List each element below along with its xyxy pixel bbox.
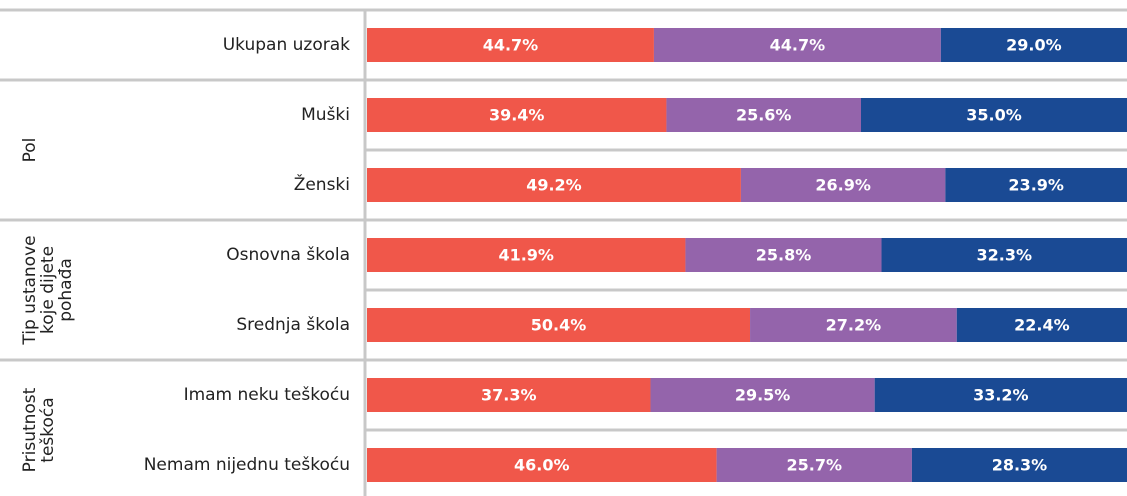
bar-segment [911, 448, 1127, 482]
value-label: 44.7% [770, 36, 826, 55]
value-label: 25.8% [756, 246, 812, 265]
group-label: koje dijete [38, 246, 58, 334]
value-label: 26.9% [815, 176, 871, 195]
category-label: Muški [301, 105, 350, 125]
category-label: Ukupan uzorak [223, 35, 350, 55]
category-label: Ženski [294, 173, 350, 195]
bar-segment [861, 98, 1127, 132]
value-label: 50.4% [531, 316, 587, 335]
bar-segment [367, 98, 667, 132]
value-label: 41.9% [498, 246, 554, 265]
bar-segment [666, 98, 861, 132]
bar-segment [750, 308, 957, 342]
value-label: 22.4% [1014, 316, 1070, 335]
bar-segment [367, 308, 751, 342]
category-label: Osnovna škola [226, 245, 350, 265]
value-label: 33.2% [973, 386, 1029, 405]
bar-segment [874, 378, 1127, 412]
bar-segment [881, 238, 1127, 272]
category-label: Imam neku teškoću [184, 385, 350, 405]
bar-segment [740, 168, 946, 202]
category-label: Nemam nijednu teškoću [144, 455, 350, 475]
bar-segment [367, 378, 651, 412]
bar-segment [367, 28, 654, 62]
bar-segment [367, 168, 741, 202]
bar-segment [956, 308, 1127, 342]
value-label: 39.4% [489, 106, 545, 125]
bar-segment [653, 28, 941, 62]
value-label: 46.0% [514, 456, 570, 475]
group-label: teškoća [38, 397, 58, 462]
value-label: 28.3% [992, 456, 1048, 475]
bar-segment [940, 28, 1127, 62]
value-label: 37.3% [481, 386, 537, 405]
value-label: 25.7% [787, 456, 843, 475]
value-label: 44.7% [483, 36, 539, 55]
value-label: 32.3% [977, 246, 1033, 265]
category-label: Srednja škola [236, 315, 350, 335]
value-label: 49.2% [526, 176, 582, 195]
group-label: pohađa [56, 258, 76, 322]
bar-segment [367, 448, 717, 482]
bar-segment [716, 448, 912, 482]
value-label: 29.0% [1006, 36, 1062, 55]
group-label: Pol [20, 138, 40, 163]
bar-segment [367, 238, 686, 272]
bar-segment [650, 378, 875, 412]
bar-segment [945, 168, 1127, 202]
group-label: Tip ustanove [20, 235, 40, 345]
value-label: 29.5% [735, 386, 791, 405]
group-label: Prisutnost [20, 387, 40, 472]
value-label: 27.2% [826, 316, 882, 335]
bar-segment [685, 238, 882, 272]
value-label: 25.6% [736, 106, 792, 125]
value-label: 23.9% [1008, 176, 1064, 195]
value-label: 35.0% [966, 106, 1022, 125]
